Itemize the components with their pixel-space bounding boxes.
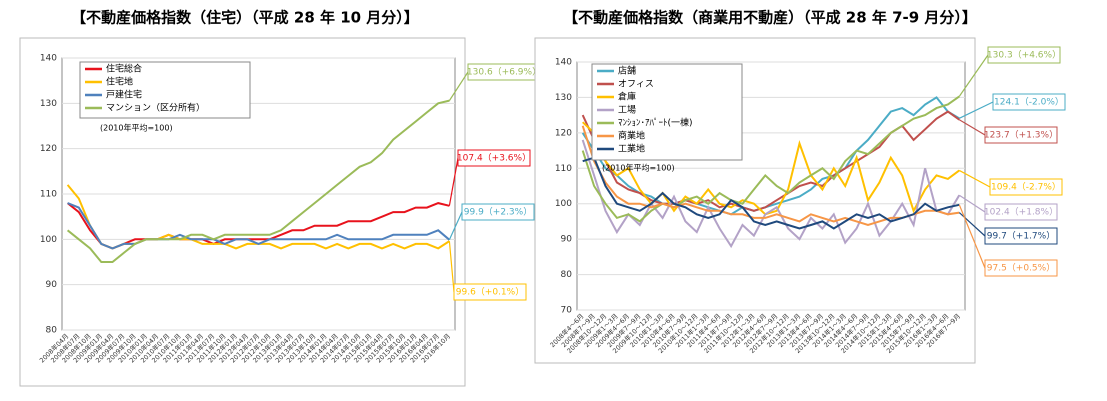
annotation-box <box>461 203 535 221</box>
leader-line <box>959 169 991 188</box>
legend-label: 店舗 <box>618 65 636 77</box>
legend-label: 戸建住宅 <box>106 89 142 101</box>
leader-line <box>958 204 986 269</box>
leader-line <box>448 241 455 293</box>
y-tick-label: 130 <box>555 93 572 103</box>
annotation: 99.6（+0.1%） <box>456 287 524 298</box>
series-line <box>582 156 960 230</box>
annotation-box <box>984 259 1058 277</box>
legend-label: 住宅地 <box>106 76 133 88</box>
y-tick-label: 100 <box>555 199 572 209</box>
annotation-box <box>987 46 1061 64</box>
chart-title: 【不動産価格指数（住宅）（平成 28 年 10 月分）】 <box>71 9 419 27</box>
y-tick-label: 110 <box>40 190 57 200</box>
leader-line <box>958 119 986 136</box>
y-tick-label: 100 <box>40 235 57 245</box>
y-tick-label: 110 <box>555 164 572 174</box>
annotation: 99.9（+2.3%） <box>464 207 532 218</box>
legend-label: 住宅総合 <box>106 63 142 75</box>
series-line <box>581 125 960 227</box>
y-tick-label: 80 <box>561 270 573 280</box>
annotation: 107.4（+3.6%） <box>457 153 531 164</box>
legend-label: マンション（区分所有） <box>106 102 205 114</box>
y-tick-label: 80 <box>46 326 58 336</box>
note: (2010年平均=100) <box>100 123 173 133</box>
annotation: 130.3（+4.6%） <box>987 50 1061 61</box>
annotation-box <box>992 93 1066 111</box>
y-tick-label: 120 <box>40 144 57 154</box>
y-tick-label: 90 <box>561 235 573 245</box>
legend-label: 工業地 <box>618 143 645 155</box>
legend-label: 商業地 <box>618 130 645 142</box>
series-line <box>581 96 960 216</box>
note: (2010年平均=100) <box>602 163 675 173</box>
series-line <box>581 139 961 249</box>
annotation: 124.1（-2.0%） <box>994 97 1064 108</box>
annotation: 102.4（+1.8%） <box>984 207 1058 218</box>
series-line <box>66 202 450 250</box>
legend-label: 倉庫 <box>618 91 636 103</box>
chart-title: 【不動産価格指数（商業用不動産）（平成 28 年 7-9 月分）】 <box>563 9 977 27</box>
annotation: 123.7（+1.3%） <box>984 130 1058 141</box>
legend-box <box>591 63 743 161</box>
series-line <box>67 202 451 250</box>
leader-line <box>448 71 469 101</box>
annotation-box <box>453 283 527 301</box>
annotation: 109.4（-2.7%） <box>991 182 1061 193</box>
y-tick-label: 90 <box>46 280 58 290</box>
y-tick-label: 120 <box>555 128 572 138</box>
legend-label: ﾏﾝｼｮﾝ･ｱﾊﾟｰﾄ(一棟) <box>618 117 693 129</box>
leader-line <box>958 54 989 97</box>
series-line <box>66 99 450 263</box>
annotation-box <box>984 126 1058 144</box>
annotation: 97.5（+0.5%） <box>987 263 1055 274</box>
legend-label: 工場 <box>618 104 636 116</box>
leader-line <box>448 157 459 206</box>
annotation-box <box>984 203 1058 221</box>
series-line <box>581 95 960 223</box>
y-tick-label: 140 <box>40 54 57 64</box>
leader-line <box>448 211 463 241</box>
annotation: 99.7（+1.7%） <box>987 231 1055 242</box>
legend-box <box>79 61 251 119</box>
leader-line <box>958 194 986 213</box>
annotation: 130.6（+6.9%） <box>467 67 541 78</box>
legend-label: オフィス <box>618 79 654 90</box>
annotation-box <box>984 227 1058 245</box>
annotation-box <box>457 149 531 167</box>
series-line <box>582 121 960 216</box>
annotation-box <box>989 178 1063 196</box>
y-tick-label: 130 <box>40 99 57 109</box>
y-tick-label: 140 <box>555 58 572 68</box>
y-tick-label: 70 <box>561 306 573 316</box>
leader-line <box>959 101 994 119</box>
